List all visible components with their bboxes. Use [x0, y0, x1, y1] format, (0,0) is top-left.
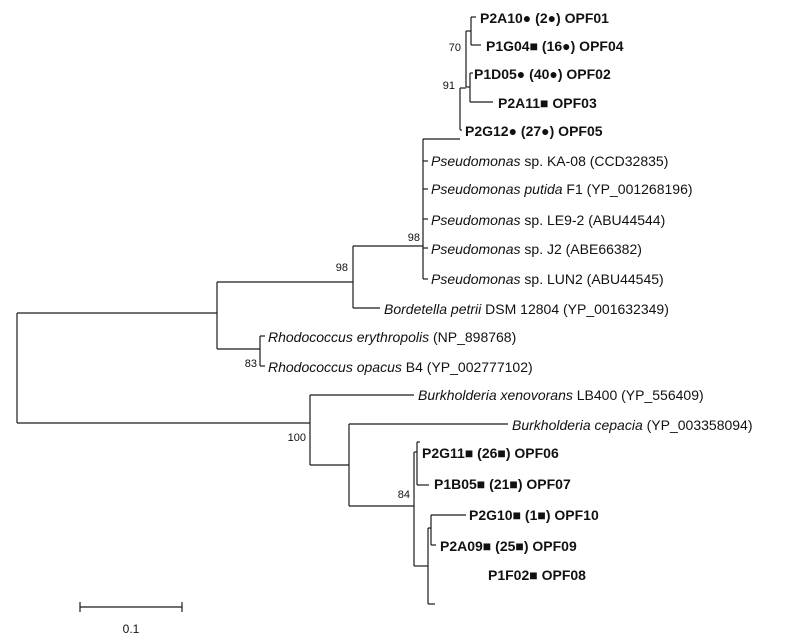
bootstrap-value: 98 — [408, 232, 420, 244]
leaf-species-italic: Pseudomonas — [431, 241, 521, 257]
leaf-text: LB400 (YP_556409) — [573, 387, 704, 403]
leaf-label: Bordetella petrii DSM 12804 (YP_00163234… — [384, 301, 669, 317]
leaf-text: B4 (YP_002777102) — [402, 359, 533, 375]
leaf-text: sp. J2 (ABE66382) — [521, 241, 642, 257]
bootstrap-value: 91 — [443, 80, 455, 92]
leaf-text: P2A09■ (25■) OPF09 — [440, 538, 577, 554]
leaf-label: P1G04■ (16●) OPF04 — [486, 38, 624, 54]
leaf-text: P2A11■ OPF03 — [498, 95, 597, 111]
leaf-label: Pseudomonas sp. KA-08 (CCD32835) — [431, 153, 668, 169]
leaf-label: P1B05■ (21■) OPF07 — [434, 476, 571, 492]
leaf-label: P2G11■ (26■) OPF06 — [422, 445, 559, 461]
bootstrap-values: 70 91 98 98 83 100 84 — [245, 42, 461, 501]
leaf-species-italic: Pseudomonas — [431, 212, 521, 228]
bootstrap-value: 100 — [288, 432, 306, 444]
leaf-text: P1G04■ (16●) OPF04 — [486, 38, 624, 54]
leaf-text: P1D05● (40●) OPF02 — [474, 66, 611, 82]
leaf-label: Rhodococcus erythropolis (NP_898768) — [268, 329, 516, 345]
bootstrap-value: 84 — [398, 489, 410, 501]
leaf-species-italic: Bordetella petrii — [384, 301, 482, 317]
leaf-text: F1 (YP_001268196) — [563, 181, 693, 197]
leaf-label: Rhodococcus opacus B4 (YP_002777102) — [268, 359, 533, 375]
leaf-label: P2A11■ OPF03 — [498, 95, 597, 111]
leaf-species-italic: Pseudomonas putida — [431, 181, 563, 197]
leaf-label: Pseudomonas putida F1 (YP_001268196) — [431, 181, 693, 197]
leaf-text: (NP_898768) — [429, 329, 516, 345]
leaf-label: P1D05● (40●) OPF02 — [474, 66, 611, 82]
leaf-species-italic: Rhodococcus erythropolis — [268, 329, 429, 345]
leaf-label: P2G10■ (1■) OPF10 — [469, 507, 599, 523]
leaf-text: P2G12● (27●) OPF05 — [465, 123, 603, 139]
leaf-label: P2A10● (2●) OPF01 — [480, 10, 609, 26]
leaf-label: P2G12● (27●) OPF05 — [465, 123, 603, 139]
leaf-species-italic: Pseudomonas — [431, 153, 521, 169]
leaf-species-italic: Burkholderia xenovorans — [418, 387, 573, 403]
leaf-text: sp. LUN2 (ABU44545) — [521, 271, 664, 287]
leaf-text: P2A10● (2●) OPF01 — [480, 10, 609, 26]
bootstrap-value: 83 — [245, 358, 257, 370]
leaf-species-italic: Burkholderia cepacia — [512, 417, 643, 433]
leaf-label: Burkholderia xenovorans LB400 (YP_556409… — [418, 387, 704, 403]
leaf-text: sp. LE9-2 (ABU44544) — [521, 212, 666, 228]
leaf-text: P1F02■ OPF08 — [488, 567, 586, 583]
tree-branches — [16, 16, 508, 605]
leaf-text: P2G10■ (1■) OPF10 — [469, 507, 599, 523]
leaf-text: P1B05■ (21■) OPF07 — [434, 476, 571, 492]
leaf-text: DSM 12804 (YP_001632349) — [481, 301, 669, 317]
leaf-label: P1F02■ OPF08 — [488, 567, 586, 583]
leaf-label: Pseudomonas sp. J2 (ABE66382) — [431, 241, 642, 257]
leaf-label: Pseudomonas sp. LUN2 (ABU44545) — [431, 271, 664, 287]
leaf-label: P2A09■ (25■) OPF09 — [440, 538, 577, 554]
leaf-label: Pseudomonas sp. LE9-2 (ABU44544) — [431, 212, 665, 228]
leaf-species-italic: Rhodococcus opacus — [268, 359, 402, 375]
leaf-text: (YP_003358094) — [643, 417, 753, 433]
leaf-text: sp. KA-08 (CCD32835) — [521, 153, 669, 169]
leaf-label: Burkholderia cepacia (YP_003358094) — [512, 417, 753, 433]
leaf-text: P2G11■ (26■) OPF06 — [422, 445, 559, 461]
scale-bar-label: 0.1 — [123, 622, 140, 636]
scale-bar: 0.1 — [79, 602, 183, 636]
leaf-species-italic: Pseudomonas — [431, 271, 521, 287]
bootstrap-value: 98 — [336, 262, 348, 274]
leaf-labels: P2A10● (2●) OPF01 P1G04■ (16●) OPF04 P1D05… — [268, 10, 753, 583]
bootstrap-value: 70 — [449, 42, 461, 54]
